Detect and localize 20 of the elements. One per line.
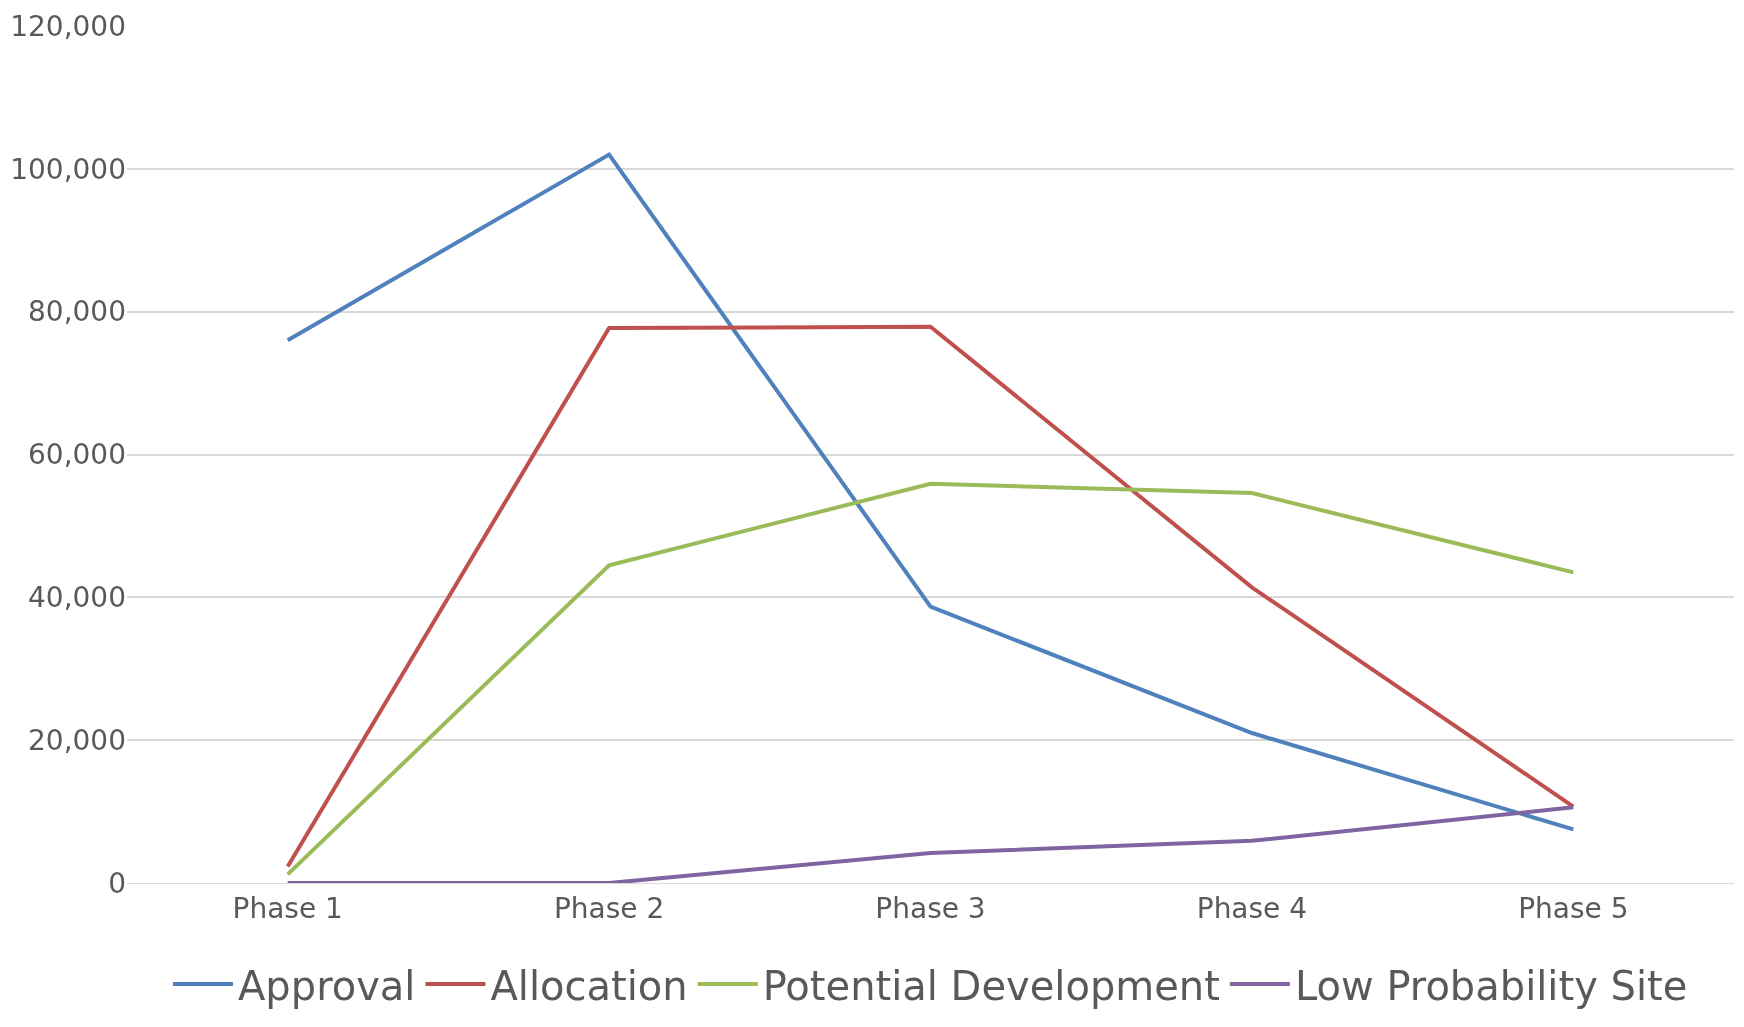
y-tick-label: 20,000 bbox=[28, 723, 126, 757]
x-tick-label: Phase 2 bbox=[553, 891, 665, 925]
legend-label: Allocation bbox=[490, 962, 688, 1009]
x-tick-label: Phase 4 bbox=[1196, 891, 1308, 925]
legend-label: Potential Development bbox=[762, 962, 1220, 1009]
y-tick-label: 120,000 bbox=[10, 9, 126, 43]
y-tick-label: 40,000 bbox=[28, 581, 126, 615]
x-tick-label: Phase 3 bbox=[875, 891, 986, 925]
y-tick-label: 60,000 bbox=[28, 438, 126, 472]
y-tick-label: 100,000 bbox=[10, 152, 126, 186]
line-series bbox=[285, 152, 1576, 832]
line-series bbox=[285, 481, 1576, 877]
y-tick-label: 80,000 bbox=[28, 295, 126, 329]
legend-label: Low Probability Site bbox=[1294, 962, 1688, 1009]
x-tick-label: Phase 1 bbox=[232, 891, 343, 925]
legend-label: Approval bbox=[238, 962, 416, 1009]
y-tick-label: 0 bbox=[108, 866, 126, 900]
x-tick-label: Phase 5 bbox=[1518, 891, 1629, 925]
line-series bbox=[285, 805, 1576, 883]
line-series bbox=[285, 324, 1576, 869]
